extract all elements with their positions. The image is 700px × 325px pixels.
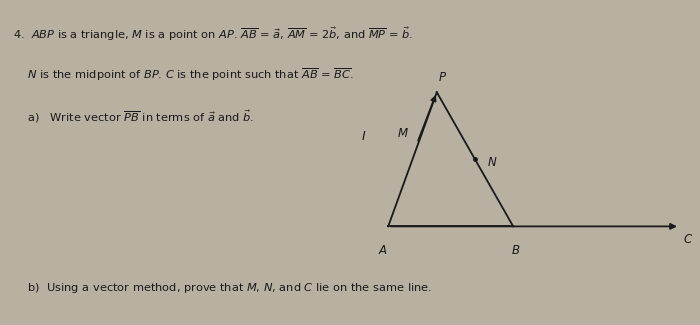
Text: $\mathit{N}$ is the midpoint of $\mathit{BP}$. $\mathit{C}$ is the point such th: $\mathit{N}$ is the midpoint of $\mathit… xyxy=(13,67,354,84)
Text: b)  Using a vector method, prove that $\mathit{M}$, $\mathit{N}$, and $\mathit{C: b) Using a vector method, prove that $\m… xyxy=(13,281,432,295)
Text: I: I xyxy=(362,130,366,143)
Text: M: M xyxy=(398,127,408,140)
Text: P: P xyxy=(439,71,446,84)
Text: A: A xyxy=(379,244,386,257)
Text: 4.  $\mathit{ABP}$ is a triangle, $\mathit{M}$ is a point on $\mathit{AP}$. $\ov: 4. $\mathit{ABP}$ is a triangle, $\mathi… xyxy=(13,25,414,43)
Text: a)   Write vector $\overline{PB}$ in terms of $\vec{a}$ and $\vec{b}$.: a) Write vector $\overline{PB}$ in terms… xyxy=(13,108,255,125)
Text: N: N xyxy=(487,156,496,169)
Text: B: B xyxy=(512,244,520,257)
Text: C: C xyxy=(683,233,692,246)
